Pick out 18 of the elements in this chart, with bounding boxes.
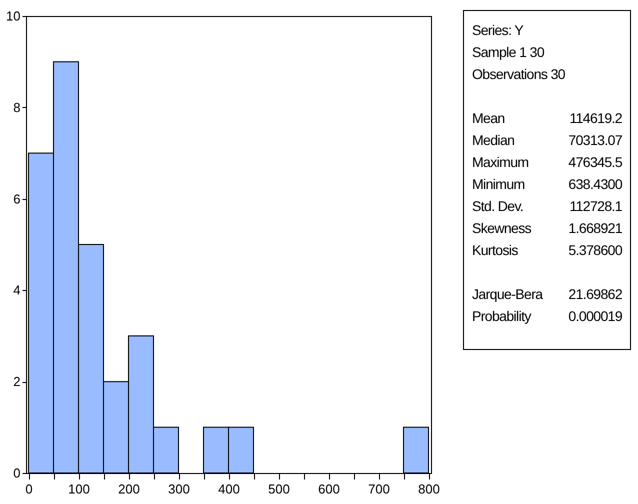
text: Series: Y Sample 1 30 Observations 30 xyxy=(472,21,565,84)
x-tick-label: 100 xyxy=(68,482,90,496)
x-tick-label: 800 xyxy=(418,482,440,496)
text: Mean 114619.2 Median 70313.07 Maximum 476345.5 Minimum 638.4300 Std. Dev. 112728.1 Skewness 1.668921 Kurtosis 5.378600 xyxy=(472,110,622,258)
text: Jarque-Bera 21.69862 Probability 0.000019 xyxy=(472,286,622,324)
x-tick-label: 400 xyxy=(218,482,240,496)
y-tick-label: 0 xyxy=(13,466,20,480)
x-tick-label: 0 xyxy=(25,482,33,496)
y-tick-label: 8 xyxy=(13,100,20,115)
x-tick-label: 500 xyxy=(268,482,290,496)
x-tick-label: 700 xyxy=(368,482,390,496)
x-tick-label: 300 xyxy=(168,482,190,496)
x-tick-label: 600 xyxy=(318,482,340,496)
y-tick-label: 4 xyxy=(13,282,20,298)
x-tick-label: 200 xyxy=(118,482,140,496)
y-tick-label: 6 xyxy=(13,191,20,206)
y-tick-label: 10 xyxy=(6,8,20,24)
y-tick-label: 2 xyxy=(13,374,20,390)
